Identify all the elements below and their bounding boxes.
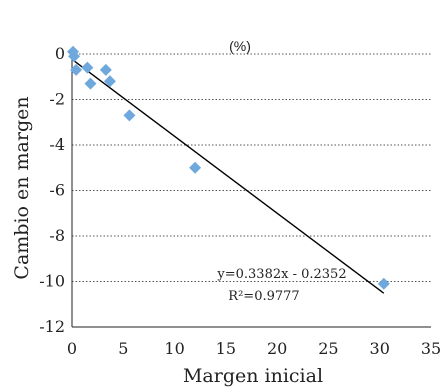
y-tick-label: -6 <box>49 181 65 200</box>
y-tick-label: -8 <box>49 226 65 245</box>
x-tick-label: 10 <box>164 339 184 358</box>
data-point-marker <box>103 75 116 88</box>
trendline-equation: y=0.3382x - 0.2352 <box>216 267 346 282</box>
x-tick-label: 15 <box>216 339 236 358</box>
data-point-marker <box>123 109 136 122</box>
data-point-marker <box>81 61 94 74</box>
data-point-marker <box>68 50 81 63</box>
data-point-marker <box>99 63 112 76</box>
y-tick-labels: 0 -2 -4 -6 -8 -10 -12 <box>39 44 65 336</box>
x-tick-label: 30 <box>370 339 390 358</box>
x-tick-label: 25 <box>318 339 338 358</box>
data-point-marker <box>377 277 390 290</box>
y-tick-label: -12 <box>39 317 65 336</box>
x-tick-label: 5 <box>118 339 128 358</box>
y-tick-label: -2 <box>49 90 65 109</box>
data-point-marker <box>189 161 202 174</box>
chart-title-group: (%) <box>229 38 251 54</box>
y-tick-label: 0 <box>55 44 65 63</box>
data-point-marker <box>70 63 83 76</box>
y-tick-label: -10 <box>39 272 65 291</box>
axes <box>71 54 431 328</box>
annotation-group: y=0.3382x - 0.2352 R²=0.9777 <box>216 267 346 304</box>
x-tick-label: 35 <box>421 339 441 358</box>
x-tick-labels: 0 5 10 15 20 25 30 35 <box>67 339 441 358</box>
data-point-marker <box>84 77 97 90</box>
gridlines <box>72 53 431 282</box>
x-axis-label: Margen inicial <box>183 365 323 387</box>
y-tick-label: -4 <box>49 135 65 154</box>
trendline-r-squared: R²=0.9777 <box>228 289 299 304</box>
y-axis-label: Cambio en margen <box>11 96 33 279</box>
x-tick-label: 0 <box>67 339 77 358</box>
trendline <box>71 58 385 294</box>
trendline-group <box>71 58 385 294</box>
chart-subtitle: (%) <box>229 38 251 54</box>
x-tick-label: 20 <box>267 339 287 358</box>
data-points <box>67 45 390 290</box>
